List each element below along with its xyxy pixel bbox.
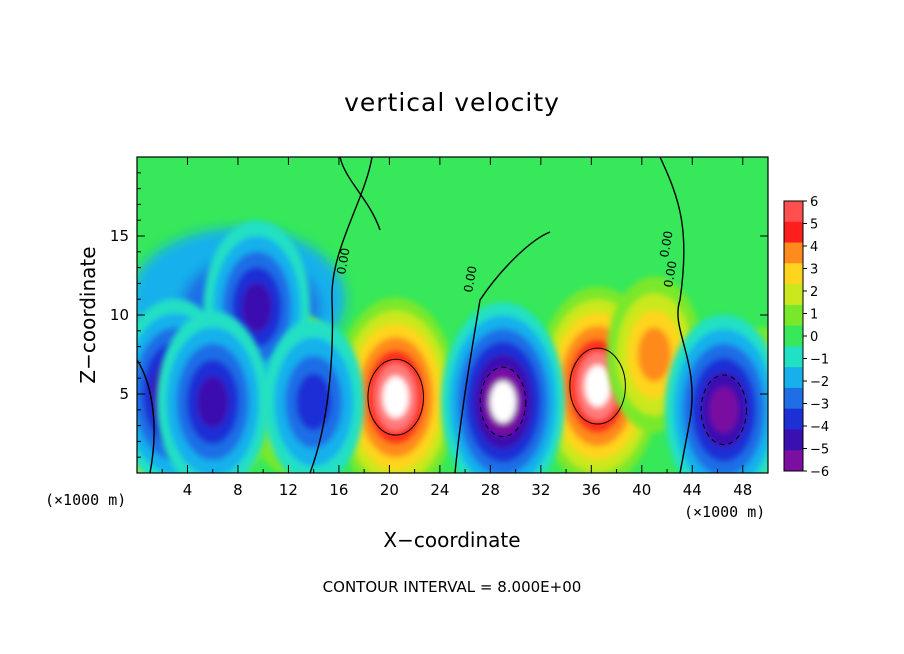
updraft-cell	[333, 297, 458, 473]
colorbar-segment	[784, 408, 803, 430]
updraft-band	[382, 376, 409, 419]
colorbar-segment	[784, 221, 803, 244]
colorbar-label: 0	[810, 330, 818, 345]
updraft-band	[637, 327, 671, 382]
colorbar-label: −3	[810, 398, 829, 413]
y-tick-label: 5	[119, 385, 129, 403]
contour-label: 0.00	[657, 230, 675, 259]
zero-contour-line	[137, 359, 155, 473]
colorbar-segment	[784, 304, 803, 327]
colorbar-label: 2	[810, 285, 818, 300]
x-tick-label: 8	[233, 481, 243, 499]
x-tick-label: 24	[430, 481, 449, 499]
colorbar-label: −2	[810, 375, 829, 390]
y-tick-label: 10	[110, 306, 129, 324]
contour-lines: 0.000.00 0.000.00	[137, 157, 748, 473]
x-axis: 4 8 12 16 20 24 28 32 36 40 44 48	[161, 157, 752, 499]
downdraft-cell	[263, 319, 365, 473]
colorbar-label: 4	[810, 240, 818, 255]
zero-contour-line	[309, 157, 373, 473]
x-unit-label-right: (×1000 m)	[684, 503, 766, 521]
x-tick-label: 16	[329, 481, 348, 499]
colorbar-label: 6	[810, 195, 818, 210]
colorbar-segment	[784, 201, 803, 223]
x-tick-label: 4	[183, 481, 193, 499]
y-axis-label: Z−coordinate	[76, 246, 100, 384]
x-axis-label: X−coordinate	[383, 528, 521, 552]
y-axis: 5 10 15	[110, 172, 768, 458]
colorbar-segment	[784, 263, 803, 285]
colorbar-segment	[784, 450, 803, 472]
downdraft-cell	[441, 302, 565, 473]
contour-label: 0.00	[334, 247, 352, 276]
colorbar-label: −5	[810, 443, 829, 458]
colorbar-segment	[784, 242, 803, 264]
contour-label: 0.00	[661, 260, 679, 289]
x-tick-label: 12	[279, 481, 298, 499]
downdraft-contour	[479, 366, 527, 438]
velocity-field	[137, 157, 768, 473]
x-tick-label: 36	[582, 481, 601, 499]
colorbar-label: −4	[810, 420, 829, 435]
colorbar-segment	[784, 429, 803, 451]
downdraft-band	[709, 386, 739, 433]
x-tick-label: 28	[481, 481, 500, 499]
colorbar-segment	[784, 325, 803, 347]
zero-contour-line	[659, 157, 693, 473]
x-tick-label: 44	[683, 481, 702, 499]
colorbar-label: −1	[810, 353, 829, 368]
updraft-contour	[367, 358, 424, 436]
y-tick-label: 15	[110, 227, 129, 245]
colorbar-segment	[784, 387, 803, 410]
colorbar-segment	[784, 346, 803, 368]
colorbar-label: 3	[810, 263, 818, 278]
updraft-contour	[569, 347, 626, 425]
chart-title: vertical velocity	[344, 88, 560, 117]
updraft-band	[584, 365, 611, 408]
contour-label: 0.00	[461, 265, 479, 294]
downdraft-contour	[700, 374, 748, 446]
x-tick-label: 40	[632, 481, 651, 499]
downdraft-band	[296, 373, 332, 431]
colorbar-segment	[784, 367, 803, 389]
x-unit-label-left: (×1000 m)	[45, 491, 127, 509]
colorbar-label: 5	[810, 218, 818, 233]
zero-contour-line	[339, 157, 381, 231]
contour-interval-note: CONTOUR INTERVAL = 8.000E+00	[322, 578, 582, 596]
downdraft-band	[196, 375, 229, 428]
x-tick-label: 20	[380, 481, 399, 499]
downdraft-cell	[156, 311, 269, 473]
x-tick-label: 32	[531, 481, 550, 499]
downdraft-cell	[664, 314, 768, 473]
x-tick-label: 48	[733, 481, 752, 499]
downdraft-band	[489, 380, 516, 423]
colorbar-label: −6	[810, 465, 829, 480]
zero-contour-line	[454, 231, 551, 473]
downdraft-band	[241, 282, 273, 332]
colorbar-segment	[784, 284, 803, 306]
colorbar-label: 1	[810, 308, 818, 323]
colorbar: 6 5 4 3 2 1 0 −1 −2 −3 −4 −5 −6	[783, 195, 829, 480]
